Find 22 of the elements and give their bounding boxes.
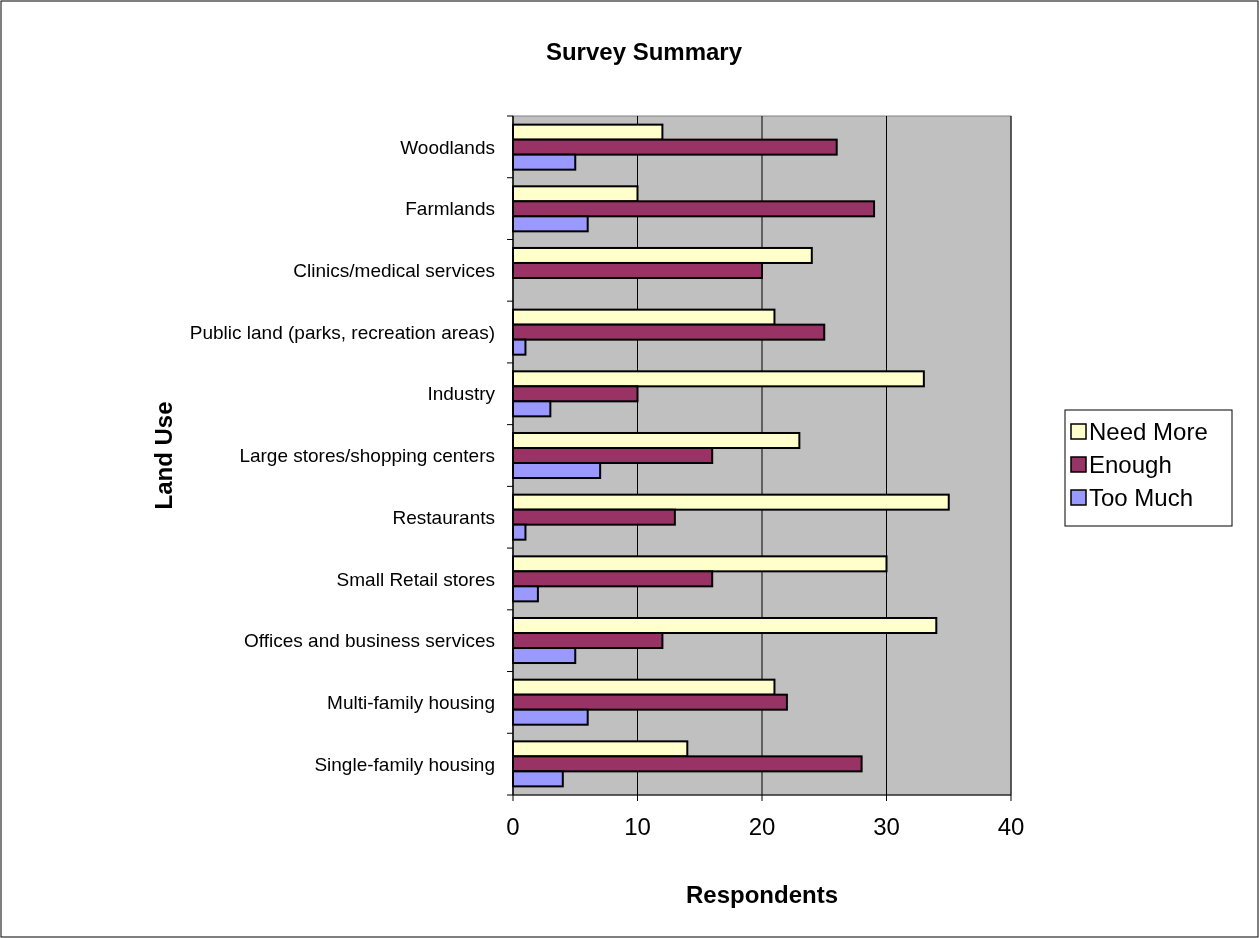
y-tick-label: Multi-family housing — [327, 692, 495, 714]
x-tick-label: 30 — [873, 813, 900, 840]
legend-label: Too Much — [1089, 484, 1194, 512]
y-tick-label: Clinics/medical services — [293, 259, 495, 281]
x-tick-label: 20 — [748, 813, 776, 840]
x-axis-title: Respondents — [685, 881, 839, 908]
x-tick-label: 40 — [997, 813, 1025, 840]
y-tick-label: Restaurants — [392, 506, 495, 528]
y-tick-label: Large stores/shopping centers — [239, 445, 495, 467]
y-tick-label: Single-family housing — [314, 753, 495, 775]
y-axis-title: Land Use — [150, 401, 177, 510]
legend-label: Enough — [1089, 451, 1172, 479]
y-tick-label: Public land (parks, recreation areas) — [189, 321, 495, 343]
legend-label: Need More — [1089, 418, 1208, 446]
y-tick-label: Industry — [427, 383, 496, 405]
y-tick-label: Offices and business services — [244, 630, 495, 652]
y-tick-label: Small Retail stores — [336, 568, 495, 590]
x-tick-label: 0 — [506, 813, 520, 840]
chart-title: Survey Summary — [545, 38, 743, 65]
y-tick-label: Farmlands — [405, 198, 495, 220]
y-tick-label: Woodlands — [400, 136, 495, 158]
x-tick-label: 10 — [624, 813, 651, 840]
